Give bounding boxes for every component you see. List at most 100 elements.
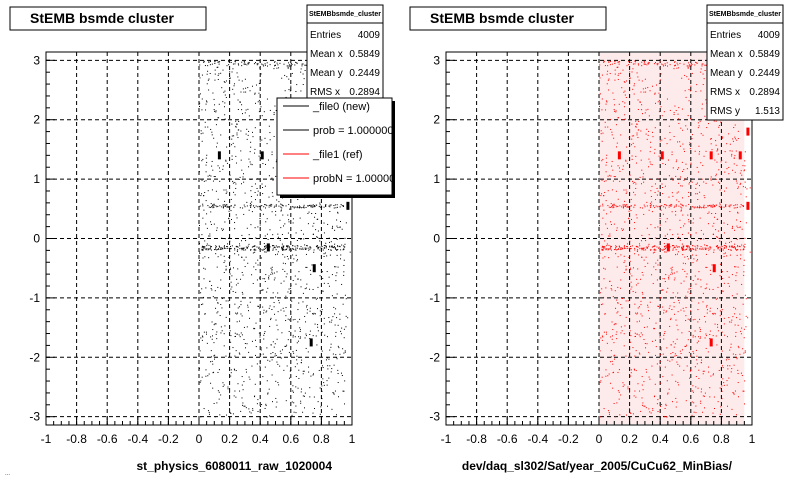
data-point	[214, 73, 216, 75]
data-point	[661, 205, 663, 207]
data-point	[716, 308, 718, 310]
data-point	[335, 331, 337, 333]
data-point	[683, 369, 685, 371]
data-point	[603, 180, 605, 182]
data-point	[208, 235, 210, 237]
data-point	[232, 413, 234, 415]
data-point	[272, 352, 274, 354]
data-point	[292, 385, 294, 387]
data-point	[250, 248, 252, 250]
data-point	[264, 331, 266, 333]
data-point	[271, 177, 273, 179]
data-point	[217, 165, 219, 167]
data-point	[339, 313, 341, 315]
data-point	[737, 227, 739, 229]
data-point	[705, 247, 707, 249]
data-point	[630, 61, 632, 63]
data-point	[281, 204, 283, 206]
data-point	[240, 304, 242, 306]
data-point	[735, 414, 737, 416]
data-point	[343, 390, 345, 392]
data-point	[254, 207, 256, 209]
data-point	[274, 65, 276, 67]
data-point	[204, 268, 206, 270]
data-point	[657, 305, 659, 307]
data-point	[668, 206, 670, 208]
data-point	[665, 221, 667, 223]
data-point	[700, 362, 702, 364]
data-point	[217, 78, 219, 80]
data-point	[255, 346, 257, 348]
data-point	[229, 352, 231, 354]
data-point	[707, 247, 709, 249]
data-point	[343, 337, 345, 339]
data-point	[670, 203, 672, 205]
data-point	[206, 73, 208, 75]
data-point	[704, 244, 706, 246]
data-point	[201, 140, 203, 142]
data-point	[695, 376, 697, 378]
data-point	[632, 182, 634, 184]
data-point	[305, 335, 307, 337]
data-point	[244, 266, 246, 268]
data-point	[744, 186, 746, 188]
data-point	[613, 402, 615, 404]
data-point	[337, 372, 339, 374]
data-point	[726, 336, 728, 338]
data-point	[664, 407, 666, 409]
data-point	[637, 63, 639, 65]
data-point	[275, 110, 277, 112]
data-point	[321, 246, 323, 248]
data-point	[705, 253, 707, 255]
data-point	[599, 205, 601, 207]
data-point	[285, 295, 287, 297]
data-point	[297, 278, 299, 280]
data-point	[732, 392, 734, 394]
data-point	[295, 349, 297, 351]
data-point	[343, 245, 345, 247]
data-point	[218, 369, 220, 371]
data-point	[252, 252, 254, 254]
data-point	[601, 248, 603, 250]
data-point	[608, 206, 610, 208]
data-point	[697, 321, 699, 323]
data-point	[621, 237, 623, 239]
data-point	[282, 254, 284, 256]
data-point	[709, 247, 711, 249]
data-point	[642, 297, 644, 299]
data-point	[730, 346, 732, 348]
data-point	[246, 247, 248, 249]
data-point	[225, 96, 227, 98]
data-point	[688, 246, 690, 248]
data-point	[654, 339, 656, 341]
data-point	[231, 218, 233, 220]
data-point	[641, 104, 643, 106]
data-point	[699, 151, 701, 153]
data-point	[325, 359, 327, 361]
data-point	[677, 64, 679, 66]
data-point	[700, 248, 702, 250]
data-point	[675, 406, 677, 408]
data-point	[248, 234, 250, 236]
stats-value: 0.2449	[749, 68, 780, 79]
data-point	[328, 248, 330, 250]
data-point	[692, 280, 694, 282]
data-point	[215, 190, 217, 192]
data-point	[675, 245, 677, 247]
data-point	[682, 248, 684, 250]
x-tick-label: 1	[349, 432, 356, 446]
data-point	[615, 205, 617, 207]
data-point	[271, 192, 273, 194]
data-point	[217, 302, 219, 304]
data-point	[290, 355, 292, 357]
data-point	[205, 171, 207, 173]
data-point	[210, 175, 212, 177]
data-point	[315, 204, 317, 206]
data-point	[298, 302, 300, 304]
data-point	[627, 247, 629, 249]
data-point	[214, 323, 216, 325]
data-point	[207, 70, 209, 72]
data-point	[717, 153, 719, 155]
data-point	[674, 64, 676, 66]
data-point	[643, 259, 645, 261]
